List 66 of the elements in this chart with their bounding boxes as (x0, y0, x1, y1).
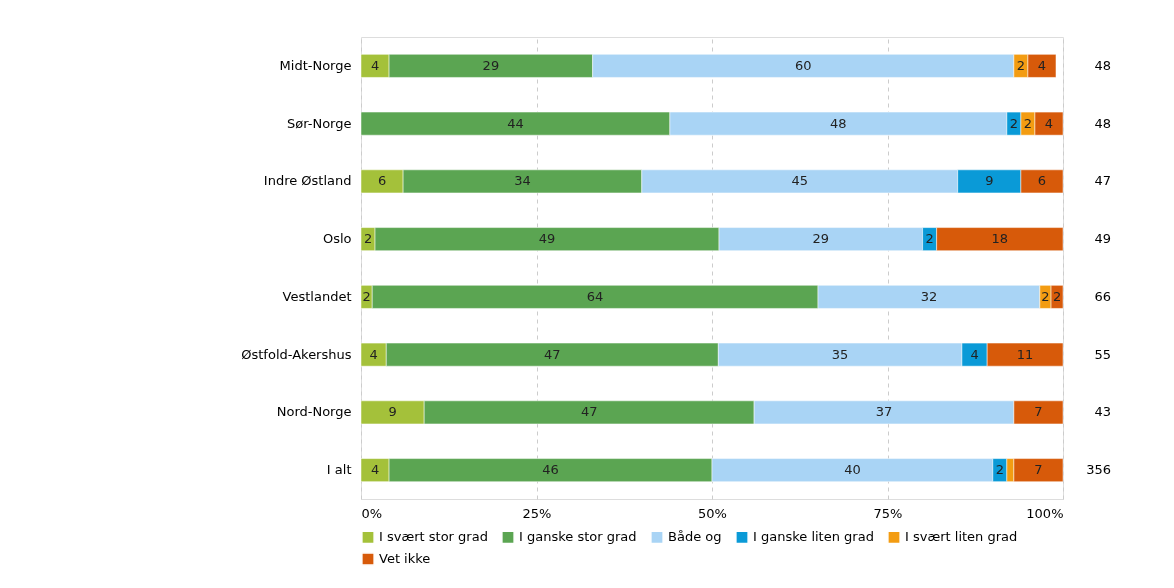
text: 49 (1094, 231, 1111, 247)
data-label: 11 (1016, 346, 1034, 362)
text: 47 (1094, 173, 1111, 189)
x-tick-label: 0% (361, 505, 383, 521)
data-label: 4 (370, 462, 380, 478)
data-label: 4 (369, 346, 378, 362)
legend-label: Vet ikke (379, 551, 431, 566)
data-label: 6 (377, 173, 387, 189)
legend-label: I svært liten grad (905, 529, 1018, 545)
data-label: 47 (544, 346, 561, 362)
data-label: 2 (1016, 57, 1026, 73)
data-label: 9 (985, 173, 994, 189)
data-label: 32 (920, 288, 938, 304)
data-label: 2 (1023, 115, 1033, 131)
data-label: 47 (580, 404, 598, 420)
x-tick-label: 25% (522, 505, 552, 521)
legend-label: I ganske liten grad (753, 529, 874, 545)
legend-label: I ganske stor grad (519, 529, 637, 545)
data-label: 7 (1034, 404, 1043, 420)
data-label: 49 (538, 231, 556, 247)
y-tick-label: Oslo (322, 231, 352, 247)
text: 43 (1094, 404, 1111, 420)
data-label: 2 (362, 288, 371, 304)
data-label: 4 (1037, 57, 1047, 73)
data-label: 2 (995, 462, 1004, 478)
data-label: 35 (831, 346, 849, 362)
legend-label: I svært stor grad (379, 529, 488, 545)
data-label: 4 (370, 57, 380, 73)
y-tick-label: Sør-Norge (287, 115, 352, 131)
data-label: 64 (586, 288, 604, 304)
data-label: 37 (875, 404, 893, 420)
y-tick-label: Indre Østland (263, 173, 352, 189)
data-label: 2 (363, 231, 373, 247)
y-tick-label: Østfold-Akershus (241, 346, 352, 362)
text: 48 (1094, 57, 1111, 73)
data-label: 6 (1037, 173, 1047, 189)
text: 66 (1094, 288, 1111, 304)
text: 48 (1094, 115, 1111, 131)
data-label: 2 (1052, 288, 1062, 304)
data-label: 48 (830, 115, 847, 131)
data-label: 4 (1044, 115, 1054, 131)
data-label: 46 (542, 462, 559, 478)
text: 356 (1086, 462, 1111, 478)
y-tick-label: I alt (326, 462, 352, 478)
data-label: 34 (514, 173, 531, 189)
data-label: 2 (1041, 288, 1050, 304)
data-label: 2 (925, 231, 934, 247)
x-tick-label: 50% (698, 505, 727, 521)
data-label: 2 (1009, 115, 1018, 131)
legend-label: Både og (668, 529, 722, 545)
data-label: 44 (507, 115, 524, 131)
data-label: 29 (812, 231, 830, 247)
y-tick-label: Midt-Norge (279, 57, 352, 73)
data-label: 18 (991, 231, 1009, 247)
data-label: 29 (482, 57, 500, 73)
y-tick-label: Vestlandet (282, 288, 352, 304)
data-label: 40 (844, 462, 861, 478)
y-tick-label: Nord-Norge (276, 404, 352, 420)
data-label: 9 (388, 404, 397, 420)
x-tick-label: 100% (1026, 505, 1064, 521)
data-label: 60 (794, 57, 812, 73)
text: 55 (1094, 346, 1111, 362)
data-label: 45 (791, 173, 809, 189)
data-label: 4 (970, 346, 979, 362)
data-label: 7 (1034, 462, 1043, 478)
x-tick-label: 75% (873, 505, 903, 521)
